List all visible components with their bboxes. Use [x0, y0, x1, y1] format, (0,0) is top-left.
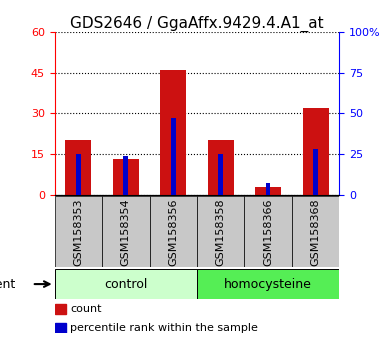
Bar: [266, 183, 271, 195]
Bar: [76, 154, 81, 195]
Bar: [218, 154, 223, 195]
Bar: [255, 187, 281, 195]
Text: agent: agent: [0, 278, 16, 291]
Bar: [303, 108, 329, 195]
Bar: [313, 149, 318, 195]
Title: GDS2646 / GgaAffx.9429.4.A1_at: GDS2646 / GgaAffx.9429.4.A1_at: [70, 16, 324, 32]
Bar: [149, 196, 197, 267]
Text: GSM158368: GSM158368: [310, 198, 321, 266]
Text: GSM158354: GSM158354: [121, 198, 131, 266]
Text: GSM158366: GSM158366: [263, 198, 273, 266]
Text: count: count: [70, 304, 102, 314]
Bar: [55, 269, 197, 299]
Bar: [197, 269, 339, 299]
Text: percentile rank within the sample: percentile rank within the sample: [70, 323, 258, 333]
Bar: [55, 323, 66, 333]
Bar: [55, 196, 102, 267]
Text: homocysteine: homocysteine: [224, 278, 312, 291]
Bar: [123, 156, 128, 195]
Bar: [65, 141, 91, 195]
Text: GSM158356: GSM158356: [168, 198, 178, 266]
Bar: [55, 304, 66, 314]
Bar: [160, 70, 186, 195]
Bar: [171, 118, 176, 195]
Text: GSM158353: GSM158353: [73, 198, 83, 266]
Bar: [197, 196, 245, 267]
Bar: [102, 196, 149, 267]
Text: GSM158358: GSM158358: [216, 198, 226, 266]
Bar: [113, 159, 139, 195]
Text: control: control: [104, 278, 147, 291]
Bar: [292, 196, 339, 267]
Bar: [207, 141, 234, 195]
Bar: [245, 196, 292, 267]
